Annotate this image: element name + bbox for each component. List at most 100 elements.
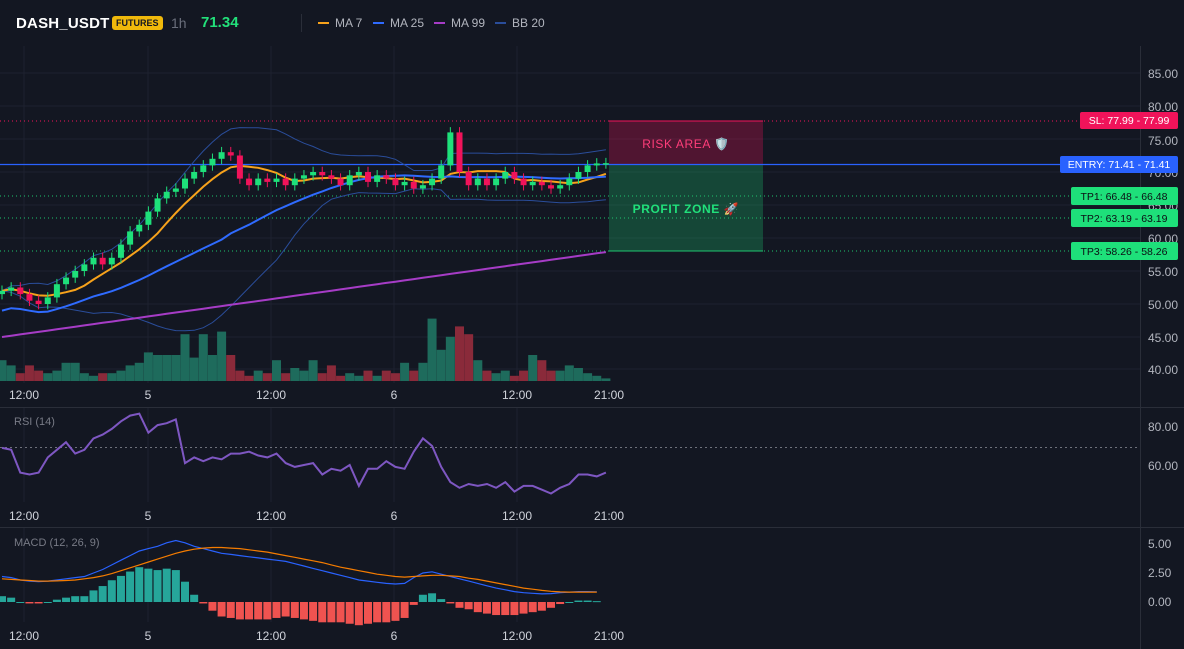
candle-body: [520, 178, 527, 186]
macd-histogram-bar: [373, 602, 382, 623]
candlesticks[interactable]: [0, 127, 609, 310]
volume-bar: [207, 355, 217, 381]
time-axis-main[interactable]: 12:00 5 12:00 6 12:00 21:00: [9, 388, 624, 402]
legend-ma7[interactable]: MA 7: [318, 16, 362, 30]
tp2-tag-bg: [1071, 209, 1178, 227]
volume-bar: [409, 370, 419, 381]
macd-histogram-bar: [455, 602, 464, 608]
time-tick: 12:00: [256, 388, 286, 402]
volume-bar: [326, 365, 336, 381]
sl-price-tag[interactable]: SL: 77.99 - 77.99: [1080, 112, 1178, 129]
volume-bar: [445, 336, 455, 381]
time-tick: 12:00: [502, 629, 532, 643]
price-tick: 80.00: [1148, 100, 1178, 114]
legend-bb20[interactable]: BB 20: [495, 16, 545, 30]
volume-bar: [70, 362, 80, 381]
volume-bar: [89, 375, 98, 381]
volume-bar: [153, 355, 163, 381]
tp1-tag-bg: [1071, 187, 1178, 205]
risk-area-label: RISK AREA 🛡️: [642, 137, 730, 151]
symbol-name[interactable]: DASH_USDT: [16, 15, 110, 32]
grid-lines: [0, 46, 1140, 622]
time-tick: 12:00: [256, 629, 286, 643]
bb-lower: [1, 188, 606, 332]
volume-bar: [381, 370, 391, 381]
legend-ma25[interactable]: MA 25: [373, 16, 424, 30]
legend-ma99[interactable]: MA 99: [434, 16, 485, 30]
macd-histogram-bar: [309, 602, 318, 621]
time-tick: 21:00: [594, 388, 624, 402]
candle-body: [584, 165, 591, 172]
macd-histogram-bar: [336, 602, 345, 623]
volume-bar: [34, 370, 44, 381]
volume-bar: [43, 373, 53, 381]
macd-histogram-bar: [52, 599, 61, 602]
candle-body: [154, 198, 161, 212]
macd-pane[interactable]: MACD (12, 26, 9) 5.00 2.50 0.00 12:00 5 …: [0, 537, 1172, 643]
candle-body: [474, 178, 481, 186]
macd-histogram-bar: [171, 570, 180, 602]
macd-histogram-bar: [592, 601, 601, 603]
risk-area-box: [609, 121, 763, 165]
volume-bar: [217, 331, 227, 381]
volume-bar: [15, 373, 25, 381]
candle-body: [319, 172, 326, 176]
macd-histogram-bar: [473, 602, 482, 613]
candle-body: [300, 175, 307, 179]
legend-swatch: [318, 22, 329, 24]
sl-tag-bg: [1080, 112, 1178, 129]
tp3-price-tag[interactable]: TP3: 58.26 - 58.26: [1071, 242, 1178, 260]
volume-bar: [253, 370, 263, 381]
time-tick: 6: [391, 629, 398, 643]
macd-histogram-bar: [327, 602, 336, 623]
macd-histogram-bar: [382, 602, 391, 623]
volume-bar: [573, 368, 583, 381]
price-tick: 55.00: [1148, 265, 1178, 279]
macd-histogram-bar: [464, 602, 473, 610]
macd-histogram-bar: [583, 600, 592, 602]
volume-bar: [116, 370, 126, 381]
candle-body: [529, 181, 536, 186]
volume-bar: [79, 373, 89, 381]
volume-bar: [143, 352, 153, 381]
entry-tag-text: ENTRY: 71.41 - 71.41: [1068, 159, 1171, 171]
macd-histogram-bar: [135, 567, 144, 602]
rsi-tick: 80.00: [1148, 420, 1178, 434]
candle-body: [401, 181, 408, 186]
volume-bar: [162, 355, 172, 381]
macd-histogram-bar: [492, 602, 501, 616]
profit-zone-label: PROFIT ZONE 🚀: [633, 202, 740, 216]
volume-bar: [354, 375, 364, 381]
candle-body: [0, 290, 5, 295]
candle-body: [419, 185, 426, 189]
volume-bar: [198, 334, 208, 381]
volume-bar: [345, 373, 355, 381]
time-tick: 5: [145, 388, 152, 402]
candle-body: [392, 178, 399, 186]
macd-signal-line: [1, 546, 597, 593]
volume-bar: [400, 362, 410, 381]
volume-bar: [299, 370, 309, 381]
macd-histogram-bar: [43, 602, 52, 603]
macd-histogram-bar: [16, 602, 25, 603]
timeframe-label[interactable]: 1h: [171, 15, 187, 31]
tp1-price-tag[interactable]: TP1: 66.48 - 66.48: [1071, 187, 1178, 205]
futures-badge: FUTURES: [112, 16, 163, 30]
volume-bar: [592, 375, 602, 381]
macd-histogram-bar: [354, 602, 363, 626]
rsi-pane[interactable]: RSI (14) 80.00 60.00 12:00 5 12:00 6 12:…: [0, 412, 1178, 523]
candle-body: [99, 257, 106, 265]
candle-body: [236, 155, 243, 179]
volume-bar: [180, 334, 190, 381]
entry-price-tag[interactable]: ENTRY: 71.41 - 71.41: [1060, 156, 1178, 173]
volume-bar: [336, 375, 346, 381]
candle-body: [218, 152, 225, 159]
macd-histogram-bar: [345, 602, 354, 624]
tp2-price-tag[interactable]: TP2: 63.19 - 63.19: [1071, 209, 1178, 227]
sl-tag-text: SL: 77.99 - 77.99: [1089, 115, 1170, 127]
macd-title: MACD (12, 26, 9): [14, 537, 100, 549]
candle-body: [172, 188, 179, 192]
macd-histogram-bar: [263, 602, 272, 620]
entry-tag-bg: [1060, 156, 1178, 173]
